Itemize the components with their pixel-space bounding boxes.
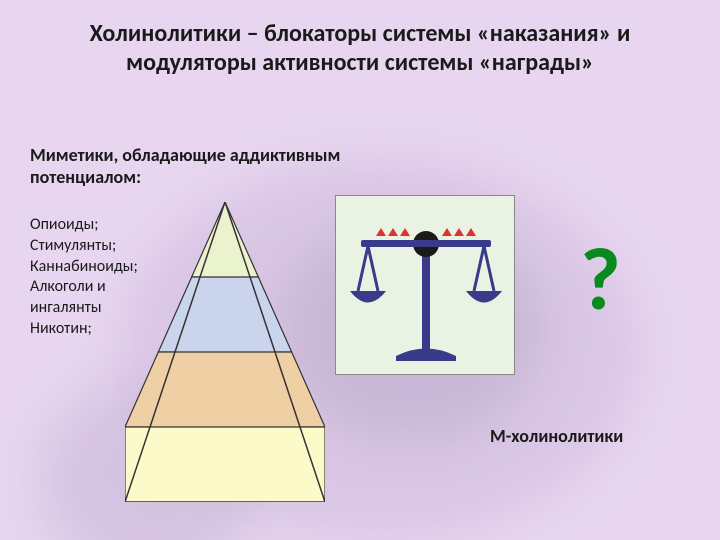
scales-icon bbox=[335, 195, 515, 375]
question-mark: ? bbox=[580, 225, 621, 333]
list-item: Стимулянты; bbox=[30, 236, 138, 257]
subtitle: Миметики, обладающие аддиктивным потенци… bbox=[30, 145, 380, 188]
mimetics-list: Опиоиды; Стимулянты; Каннабиноиды; Алког… bbox=[30, 215, 138, 340]
pyramid-band-2 bbox=[125, 277, 325, 352]
list-item: Каннабиноиды; bbox=[30, 257, 138, 278]
footer-label: М-холинолитики bbox=[490, 425, 623, 447]
pyramid-diagram-true bbox=[125, 202, 325, 502]
list-item: Алкоголи и bbox=[30, 277, 138, 298]
slide-title: Холинолитики – блокаторы системы «наказа… bbox=[50, 20, 670, 78]
pyramid-band-1 bbox=[125, 202, 325, 277]
list-item: Опиоиды; bbox=[30, 215, 138, 236]
list-item: Никотин; bbox=[30, 319, 138, 340]
pyramid-band-3 bbox=[125, 352, 325, 427]
pyramid-band-4 bbox=[125, 427, 325, 502]
scale-markers-left bbox=[376, 228, 410, 236]
scale-markers-right bbox=[442, 228, 476, 236]
list-item: ингалянты bbox=[30, 298, 138, 319]
slide: Холинолитики – блокаторы системы «наказа… bbox=[0, 0, 720, 540]
